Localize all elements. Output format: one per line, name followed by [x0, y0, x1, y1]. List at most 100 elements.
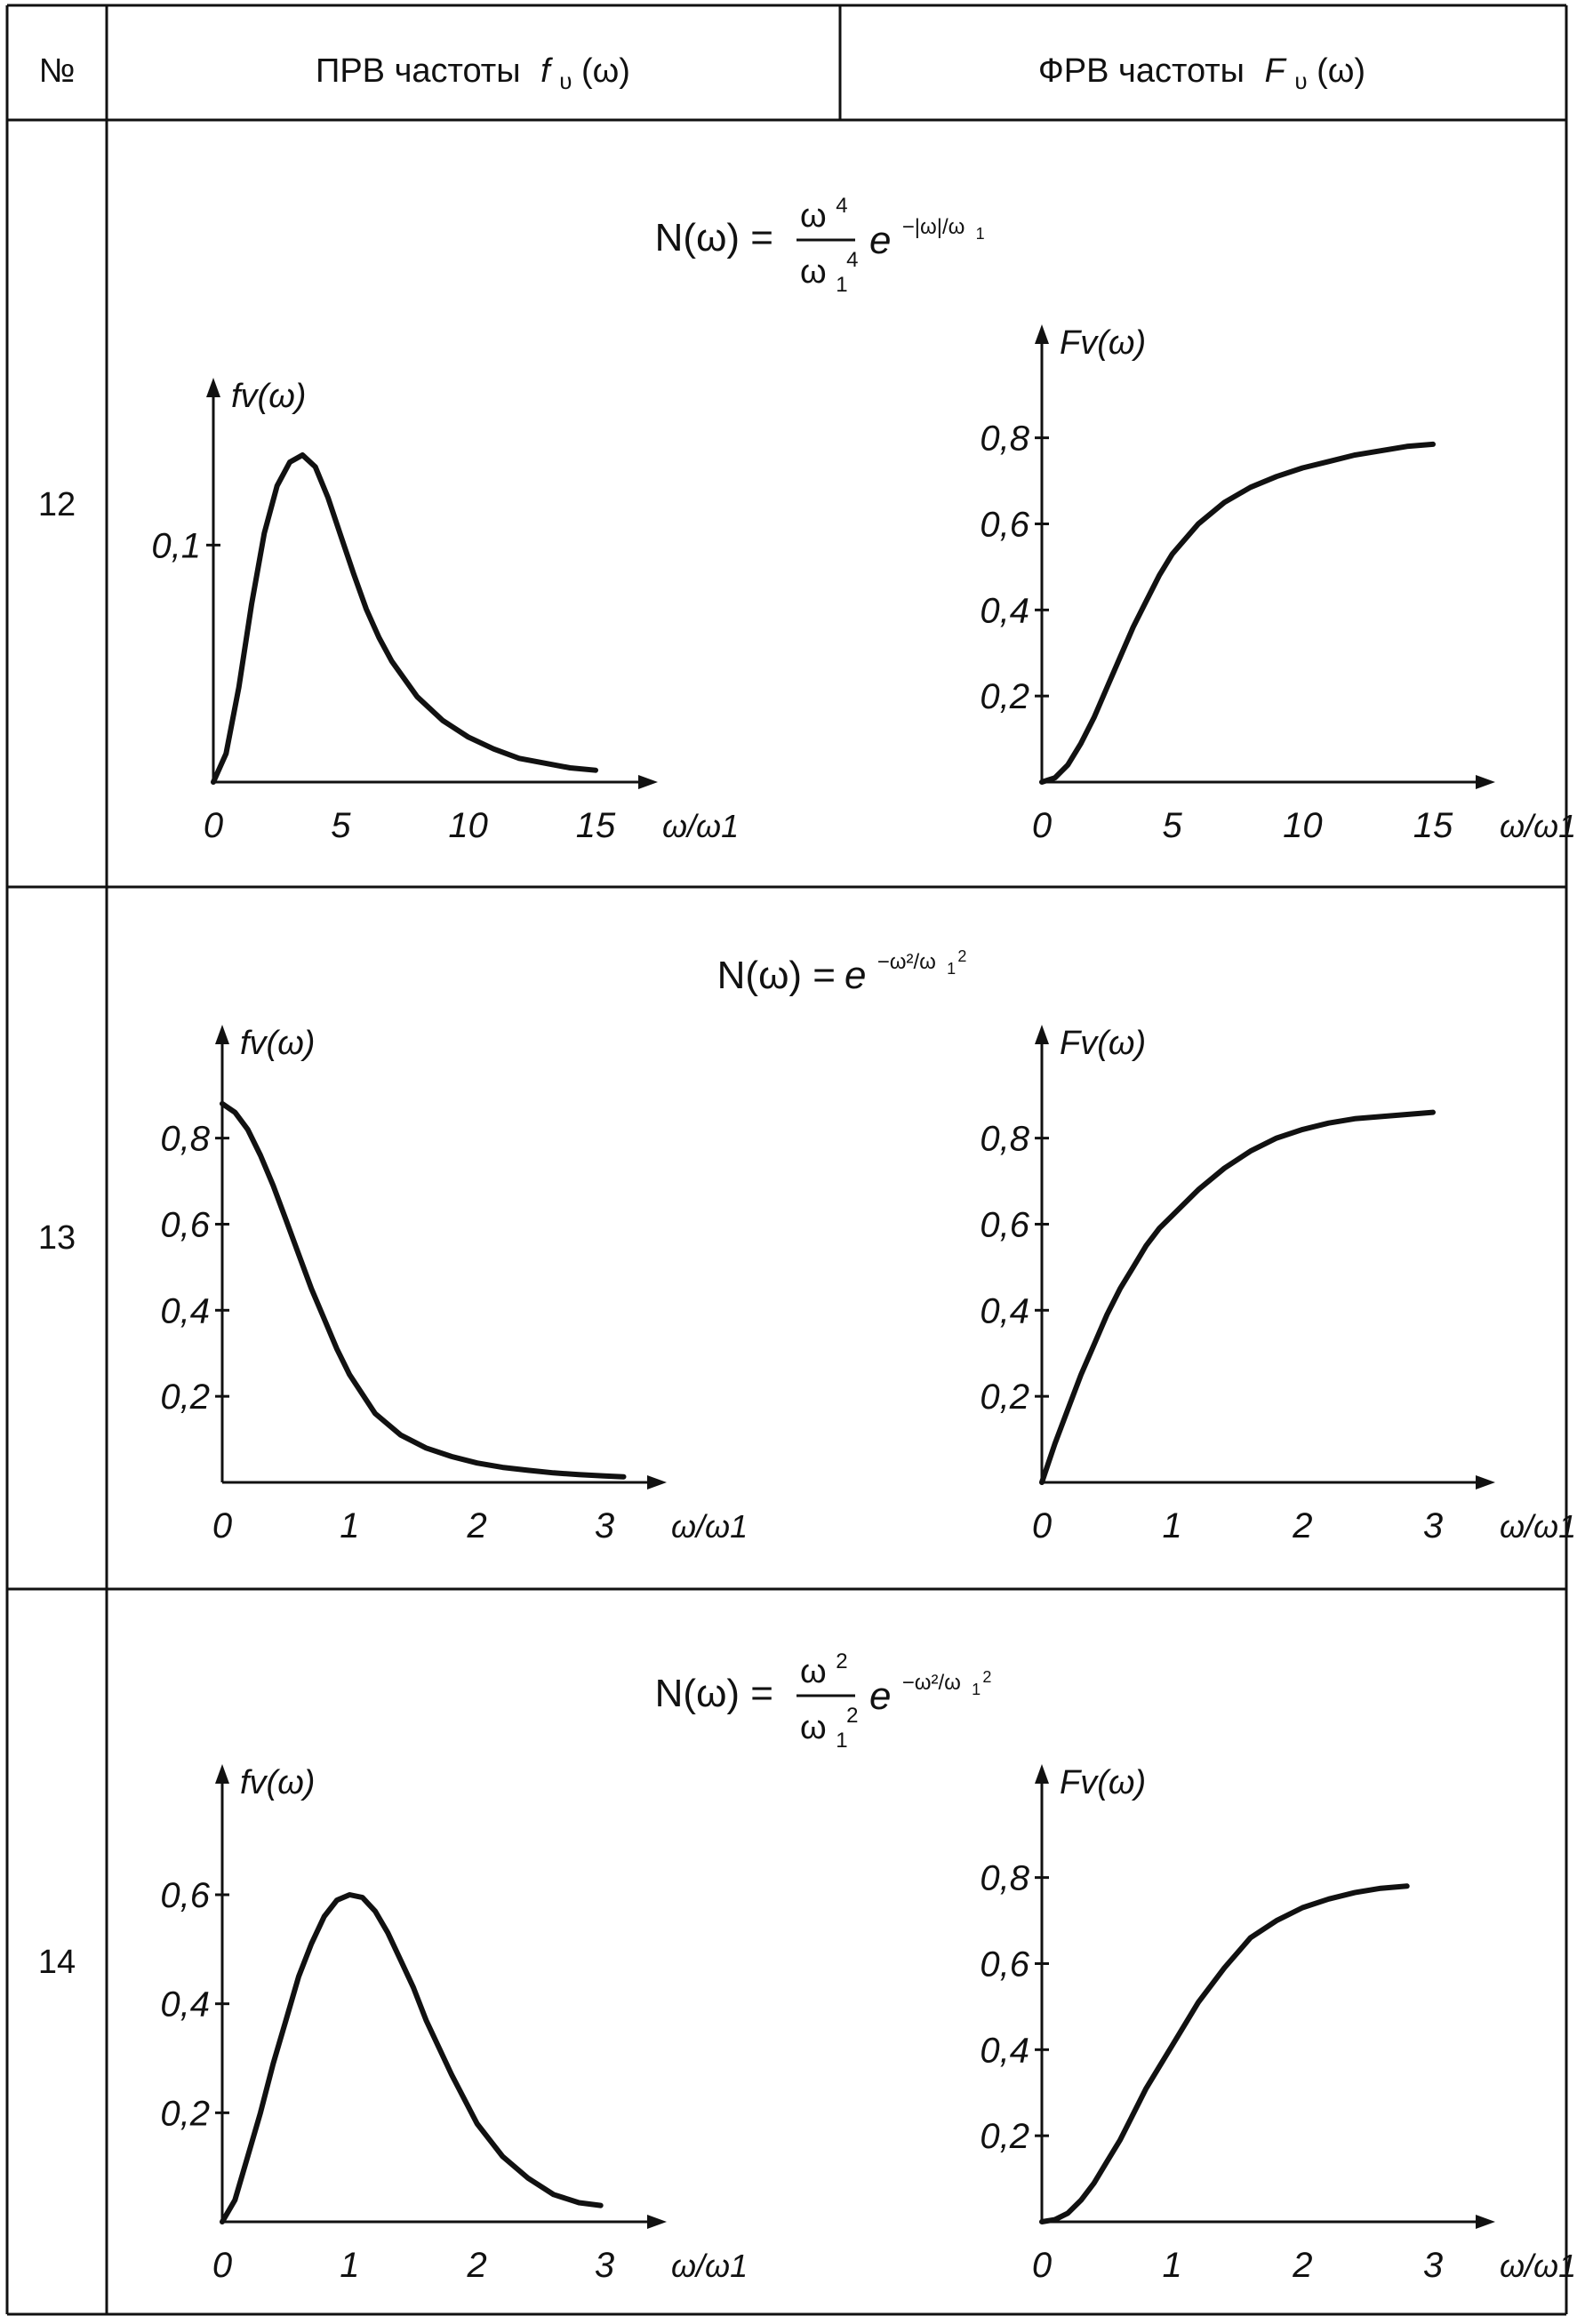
x-axis-label: ω/ω1: [1500, 1508, 1576, 1545]
x-tick-label: 0: [1032, 1506, 1052, 1545]
header-cdf-arg: (ω): [1317, 52, 1365, 90]
y-tick-label: 0,6: [980, 1945, 1029, 1984]
chart-cdf-row-14: Fv(ω) ω/ω1 0 1 2 3 0,2 0,4 0,6 0,8: [980, 1764, 1576, 2285]
y-tick-label: 0,4: [980, 591, 1029, 630]
y-tick-label: 0,4: [980, 1291, 1029, 1330]
y-tick-label: 0,2: [980, 677, 1029, 716]
y-tick-label: 0,1: [151, 526, 201, 565]
x-tick-label: 1: [340, 1506, 359, 1545]
formula-14-den-sup: 2: [846, 1704, 858, 1728]
x-tick-label: 2: [1292, 1506, 1312, 1545]
y-tick-label: 0,8: [980, 419, 1029, 459]
chart-pdf-row-13: fv(ω) ω/ω1 0 1 2 3 0,2 0,4 0,6 0,8: [160, 1025, 748, 1545]
series-curve: [211, 452, 598, 785]
formula-12-numerator: ω 4: [800, 194, 848, 235]
x-tick-label: 3: [1423, 2246, 1443, 2285]
y-tick-label: 0,4: [160, 1291, 210, 1330]
x-tick-label: 2: [1292, 2246, 1312, 2285]
formula-12-num-sup: 4: [836, 194, 847, 218]
row-num-12: 12: [38, 486, 76, 523]
formula-14-exp: −ω²/ω: [902, 1671, 961, 1695]
x-tick-label: 0: [212, 2246, 232, 2285]
header-cdf-title: ФРВ частоты F υ (ω): [1038, 52, 1365, 97]
x-axis-arrow: [638, 775, 658, 789]
chart-pdf-row-12: fv(ω) ω/ω1 0 5 10 15 0,1: [151, 378, 739, 845]
y-axis-arrow: [1035, 1025, 1049, 1044]
y-axis-label: fv(ω): [240, 1764, 315, 1801]
y-tick-label: 0,2: [980, 2117, 1029, 2156]
formula-12-exp-base: e: [869, 219, 891, 262]
formula-12-num-base: ω: [800, 197, 827, 235]
y-axis-label: fv(ω): [231, 378, 306, 415]
x-tick-label: 0: [212, 1506, 232, 1545]
chart-pdf-row-14: fv(ω) ω/ω1 0 1 2 3 0,2 0,4 0,6: [160, 1764, 748, 2285]
row-num-13: 13: [38, 1219, 76, 1257]
formula-14-exp-base: e: [869, 1674, 891, 1718]
x-axis-arrow: [1476, 2215, 1495, 2229]
y-tick-label: 0,8: [980, 1120, 1029, 1159]
series-curve: [220, 1100, 627, 1480]
row-num-14: 14: [38, 1944, 76, 1981]
y-axis-arrow: [215, 1025, 229, 1044]
series-curve: [1039, 441, 1436, 785]
x-axis-label: ω/ω1: [671, 1508, 748, 1545]
x-tick-label: 1: [1163, 1506, 1182, 1545]
table-header: № ПРВ частоты f υ (ω) ФРВ частоты F υ (ω…: [39, 52, 1365, 97]
formula-14-lhs: N(ω) =: [655, 1672, 773, 1715]
formula-12-exponential: e −|ω|/ω 1: [869, 199, 985, 262]
formula-13-exp: −ω²/ω: [877, 950, 936, 974]
formula-14-exp-sup: 2: [982, 1668, 991, 1686]
header-pdf-title: ПРВ частоты f υ (ω): [316, 52, 630, 97]
x-tick-label: 2: [467, 2246, 487, 2285]
formula-14-numerator: ω 2: [800, 1649, 848, 1690]
chart-cdf-row-12: Fv(ω) ω/ω1 0 5 10 15 0,2 0,4 0,6 0,8: [980, 324, 1576, 845]
series-curve: [220, 1892, 604, 2224]
formula-14-num-base: ω: [800, 1653, 827, 1690]
formula-13-exp-base: e: [845, 954, 866, 997]
x-axis-arrow: [647, 1475, 667, 1489]
x-axis-label: ω/ω1: [671, 2248, 748, 2284]
formula-14-den-sub: 1: [836, 1729, 847, 1753]
formula-12-exp: −|ω|/ω: [902, 215, 965, 239]
formula-12-den-sup: 4: [846, 248, 858, 272]
y-axis-label: fv(ω): [240, 1025, 315, 1062]
y-tick-label: 0,8: [980, 1859, 1029, 1898]
x-tick-label: 0: [204, 806, 223, 845]
x-tick-label: 15: [1413, 806, 1453, 845]
header-pdf-sym: f: [540, 52, 553, 90]
formula-13-lhs: N(ω) =: [717, 954, 836, 997]
y-axis-label: Fv(ω): [1060, 1764, 1146, 1801]
y-tick-label: 0,6: [160, 1205, 210, 1244]
x-tick-label: 0: [1032, 806, 1052, 845]
x-tick-label: 1: [340, 2246, 359, 2285]
y-tick-label: 0,6: [980, 505, 1029, 544]
formula-12-den-base: ω: [800, 253, 827, 291]
series-curve: [1039, 1109, 1436, 1485]
y-axis-label: Fv(ω): [1060, 1025, 1146, 1062]
x-axis-label: ω/ω1: [662, 808, 739, 844]
x-axis-label: ω/ω1: [1500, 2248, 1576, 2284]
formula-row-12: N(ω) = ω 4 ω 1 4 e −|ω|/ω 1: [655, 194, 985, 297]
formula-14-num-sup: 2: [836, 1649, 847, 1673]
formula-14-exponential: e −ω²/ω 1 2: [869, 1655, 991, 1718]
chart-cdf-row-13: Fv(ω) ω/ω1 0 1 2 3 0,2 0,4 0,6 0,8: [980, 1025, 1576, 1545]
y-tick-label: 0,6: [980, 1205, 1029, 1244]
formula-12-exp-sub: 1: [976, 225, 985, 243]
x-axis-arrow: [1476, 775, 1495, 789]
y-axis-label: Fv(ω): [1060, 324, 1146, 362]
x-tick-label: 1: [1163, 2246, 1182, 2285]
x-tick-label: 15: [576, 806, 616, 845]
header-pdf-sub: υ: [559, 68, 572, 94]
x-tick-label: 5: [331, 806, 351, 845]
formula-14-denominator: ω 1 2: [800, 1704, 859, 1755]
y-tick-label: 0,8: [160, 1120, 210, 1159]
formula-row-13: N(ω) = e −ω²/ω 1 2: [717, 947, 967, 997]
formula-13-exp-sub: 1: [947, 960, 956, 978]
x-tick-label: 0: [1032, 2246, 1052, 2285]
x-tick-label: 10: [448, 806, 488, 845]
y-tick-label: 0,2: [160, 2094, 210, 2133]
header-cdf-sym: F: [1265, 52, 1287, 90]
y-axis-arrow: [206, 378, 220, 397]
y-axis-arrow: [215, 1764, 229, 1784]
